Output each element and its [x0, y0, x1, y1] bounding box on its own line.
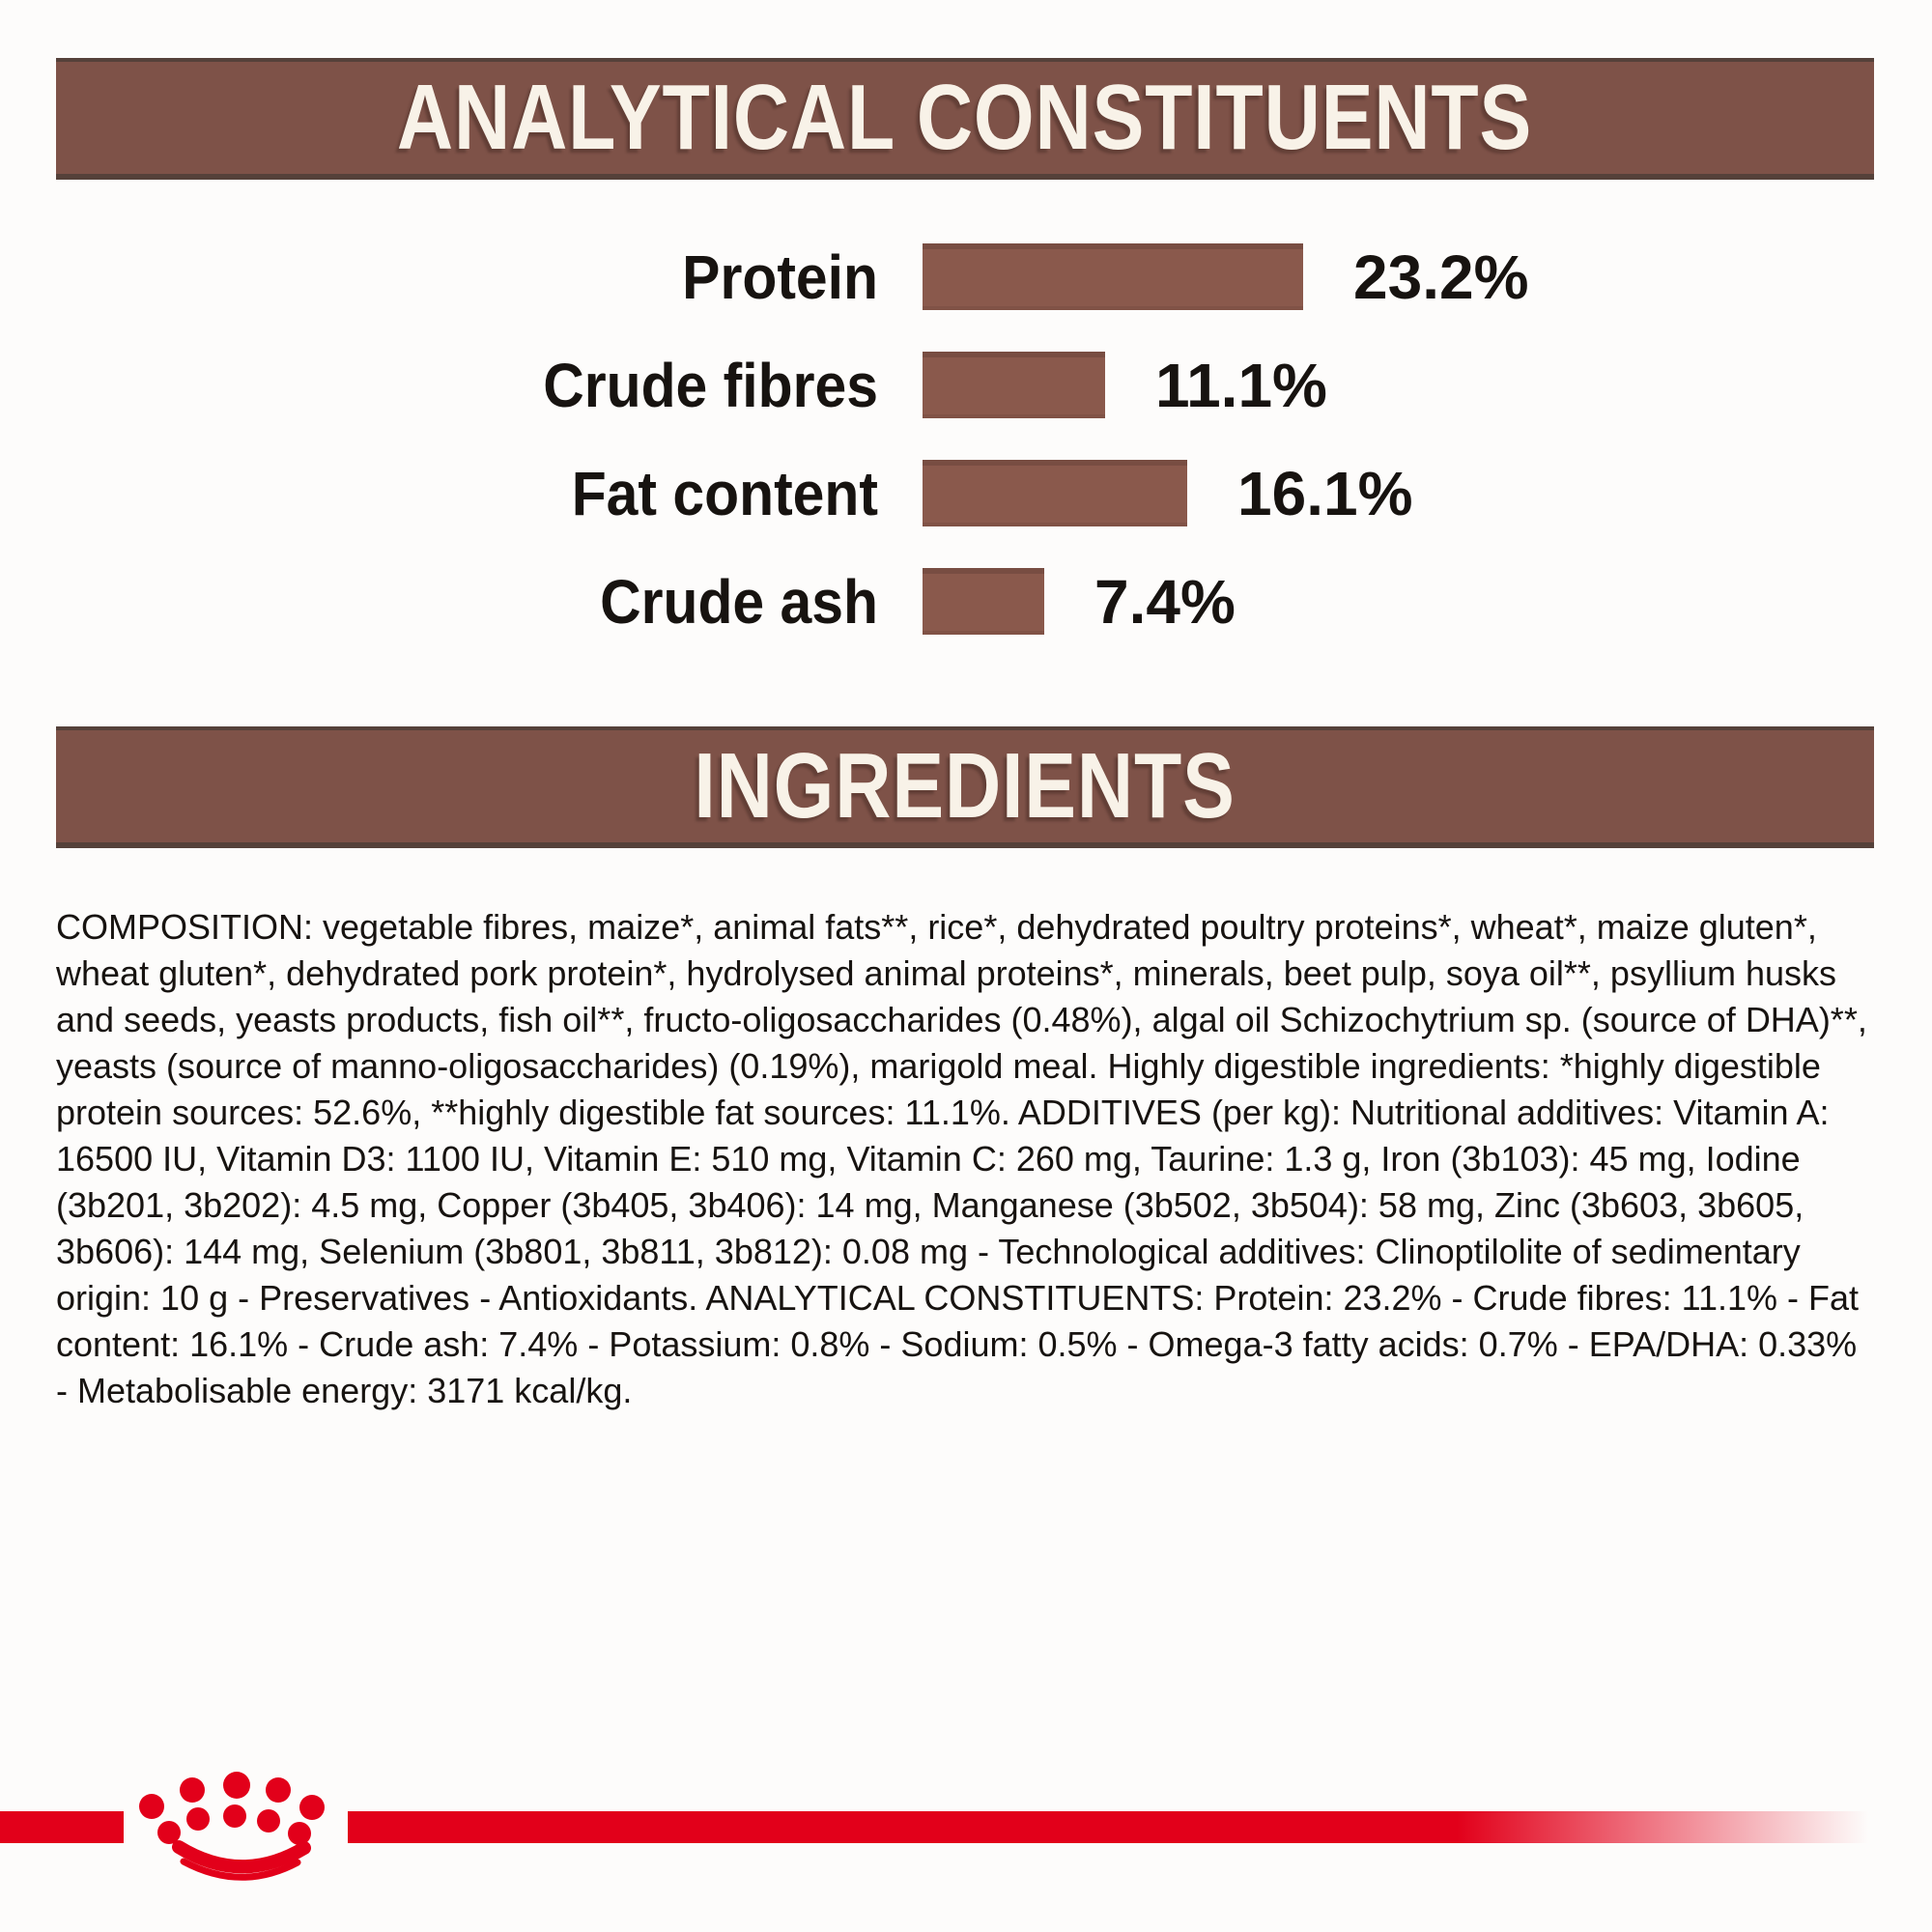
brand-stripe-right: [348, 1811, 1932, 1843]
chart-category-label: Protein: [682, 242, 878, 312]
chart-row: Protein 23.2%: [0, 242, 1932, 312]
chart-bar: [923, 243, 1303, 310]
chart-bar: [923, 460, 1187, 526]
chart-value-label: 11.1%: [1155, 350, 1327, 420]
chart-value-label: 16.1%: [1237, 458, 1413, 528]
analytical-constituents-bar-chart: Protein 23.2% Crude fibres 11.1% Fat content…: [0, 242, 1932, 676]
chart-row: Crude ash 7.4%: [0, 566, 1932, 637]
analytical-constituents-title: ANALYTICAL CONSTITUENTS: [397, 66, 1533, 169]
chart-bar: [923, 352, 1105, 418]
brand-stripe-left: [0, 1811, 124, 1843]
chart-category-label: Crude ash: [600, 566, 878, 637]
chart-category-label: Crude fibres: [543, 350, 878, 420]
chart-row: Fat content 16.1%: [0, 458, 1932, 528]
royal-canin-crown-icon: [139, 1772, 325, 1881]
chart-bar: [923, 568, 1044, 635]
section-header-ingredients: INGREDIENTS: [56, 726, 1874, 848]
chart-value-label: 23.2%: [1353, 242, 1529, 312]
chart-row: Crude fibres 11.1%: [0, 350, 1932, 420]
composition-text: COMPOSITION: vegetable fibres, maize*, a…: [56, 907, 1867, 1410]
chart-value-label: 7.4%: [1094, 566, 1236, 637]
ingredients-title: INGREDIENTS: [694, 734, 1236, 838]
chart-category-label: Fat content: [571, 458, 878, 528]
section-header-analytical-constituents: ANALYTICAL CONSTITUENTS: [56, 58, 1874, 180]
